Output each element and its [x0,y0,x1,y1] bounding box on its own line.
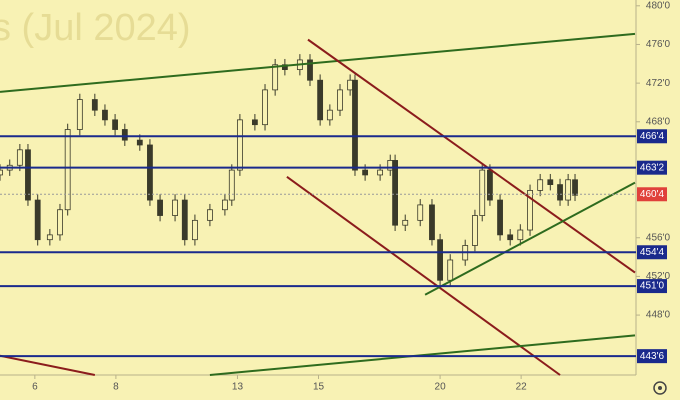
candle-body [157,199,163,216]
candle-body [317,79,324,121]
candle-body [362,169,369,176]
candle-body [222,199,228,211]
candle-body [228,169,235,201]
level-box [637,349,667,364]
level-label: 463'2 [640,162,665,173]
settings-icon[interactable] [653,381,667,395]
candle-body [207,209,213,221]
trend-line [307,38,636,274]
x-tick-label: 13 [232,382,244,393]
candle-body [537,179,544,191]
trend-line [424,181,636,296]
candle-body [91,99,98,111]
level-label: 443'6 [640,351,665,362]
candle-body [181,199,188,241]
candle-body [121,129,128,141]
y-tick-label: 448'0 [646,310,671,321]
candle-body [547,179,554,186]
candle-body [272,64,279,91]
x-tick-label: 15 [313,382,325,393]
candle-body [337,89,343,111]
candle-body [136,139,143,146]
candle-body [487,169,493,201]
candle-body [236,119,243,171]
candle-body [281,64,288,70]
candle-body [262,89,268,126]
y-tick-label: 472'0 [646,78,671,89]
watermark: s (Jul 2024) [0,7,191,49]
candle-body [417,204,424,221]
candle-body [557,184,563,201]
candle-body [112,119,118,130]
y-tick-label: 476'0 [646,39,671,50]
candle-body [437,239,443,281]
candle-body [102,109,108,121]
candle-body [352,79,358,171]
level-box [637,129,667,144]
y-tick-label: 456'0 [646,232,671,243]
candle-body [447,259,454,281]
candle-body [347,79,354,91]
y-tick-label: 480'0 [646,0,671,11]
trend-line [0,354,96,376]
x-tick-label: 8 [113,382,119,393]
candle-body [377,169,384,176]
candle-body [572,179,578,196]
candle-body [251,119,258,126]
last-price-label: 460'4 [640,189,665,200]
trend-line [0,32,636,93]
candle-body [25,149,31,201]
candle-body [517,229,524,241]
level-box [637,279,667,294]
candle-body [16,149,23,166]
y-tick-label: 468'0 [646,116,671,127]
level-label: 451'0 [640,281,665,292]
settings-ring[interactable] [653,381,667,395]
trend-line [286,176,561,376]
candle-body [392,160,399,226]
x-tick-label: 20 [435,382,447,393]
candle-body [64,129,71,211]
level-label: 466'4 [640,131,665,142]
candle-body [429,204,435,241]
candle-body [565,179,572,201]
level-box [637,160,667,175]
candle-body [147,144,153,201]
candle-body [479,169,486,216]
candle-body [402,219,409,226]
x-tick-label: 6 [32,382,38,393]
level-box [637,245,667,260]
candle-body [326,109,333,121]
last-price-box [637,187,667,202]
x-tick-label: 22 [516,382,528,393]
settings-dot[interactable] [658,386,662,390]
candle-body [192,219,198,241]
candle-body [0,169,3,176]
candle-body [46,234,53,241]
candle-body [497,199,503,236]
candle-body [307,59,313,81]
candle-body [57,209,63,236]
candle-body [172,199,178,216]
candle-body [76,99,83,130]
level-label: 454'4 [640,247,665,258]
candle-body [527,189,533,231]
candle-body [472,215,478,246]
candle-body [34,199,41,241]
y-tick-label: 452'0 [646,271,671,282]
candle-body [507,234,514,241]
